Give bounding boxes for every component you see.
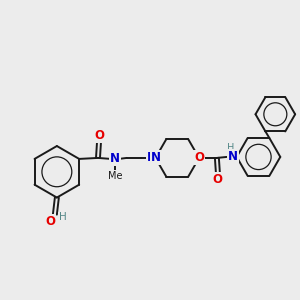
Text: N: N <box>151 152 160 164</box>
Text: O: O <box>45 215 55 228</box>
Text: O: O <box>194 152 204 164</box>
Text: N: N <box>228 150 238 164</box>
Text: N: N <box>110 152 120 165</box>
Text: N: N <box>146 152 157 164</box>
Text: Me: Me <box>108 171 122 181</box>
Text: O: O <box>94 129 104 142</box>
Text: O: O <box>212 173 222 186</box>
Text: H: H <box>227 143 234 153</box>
Text: H: H <box>59 212 67 222</box>
